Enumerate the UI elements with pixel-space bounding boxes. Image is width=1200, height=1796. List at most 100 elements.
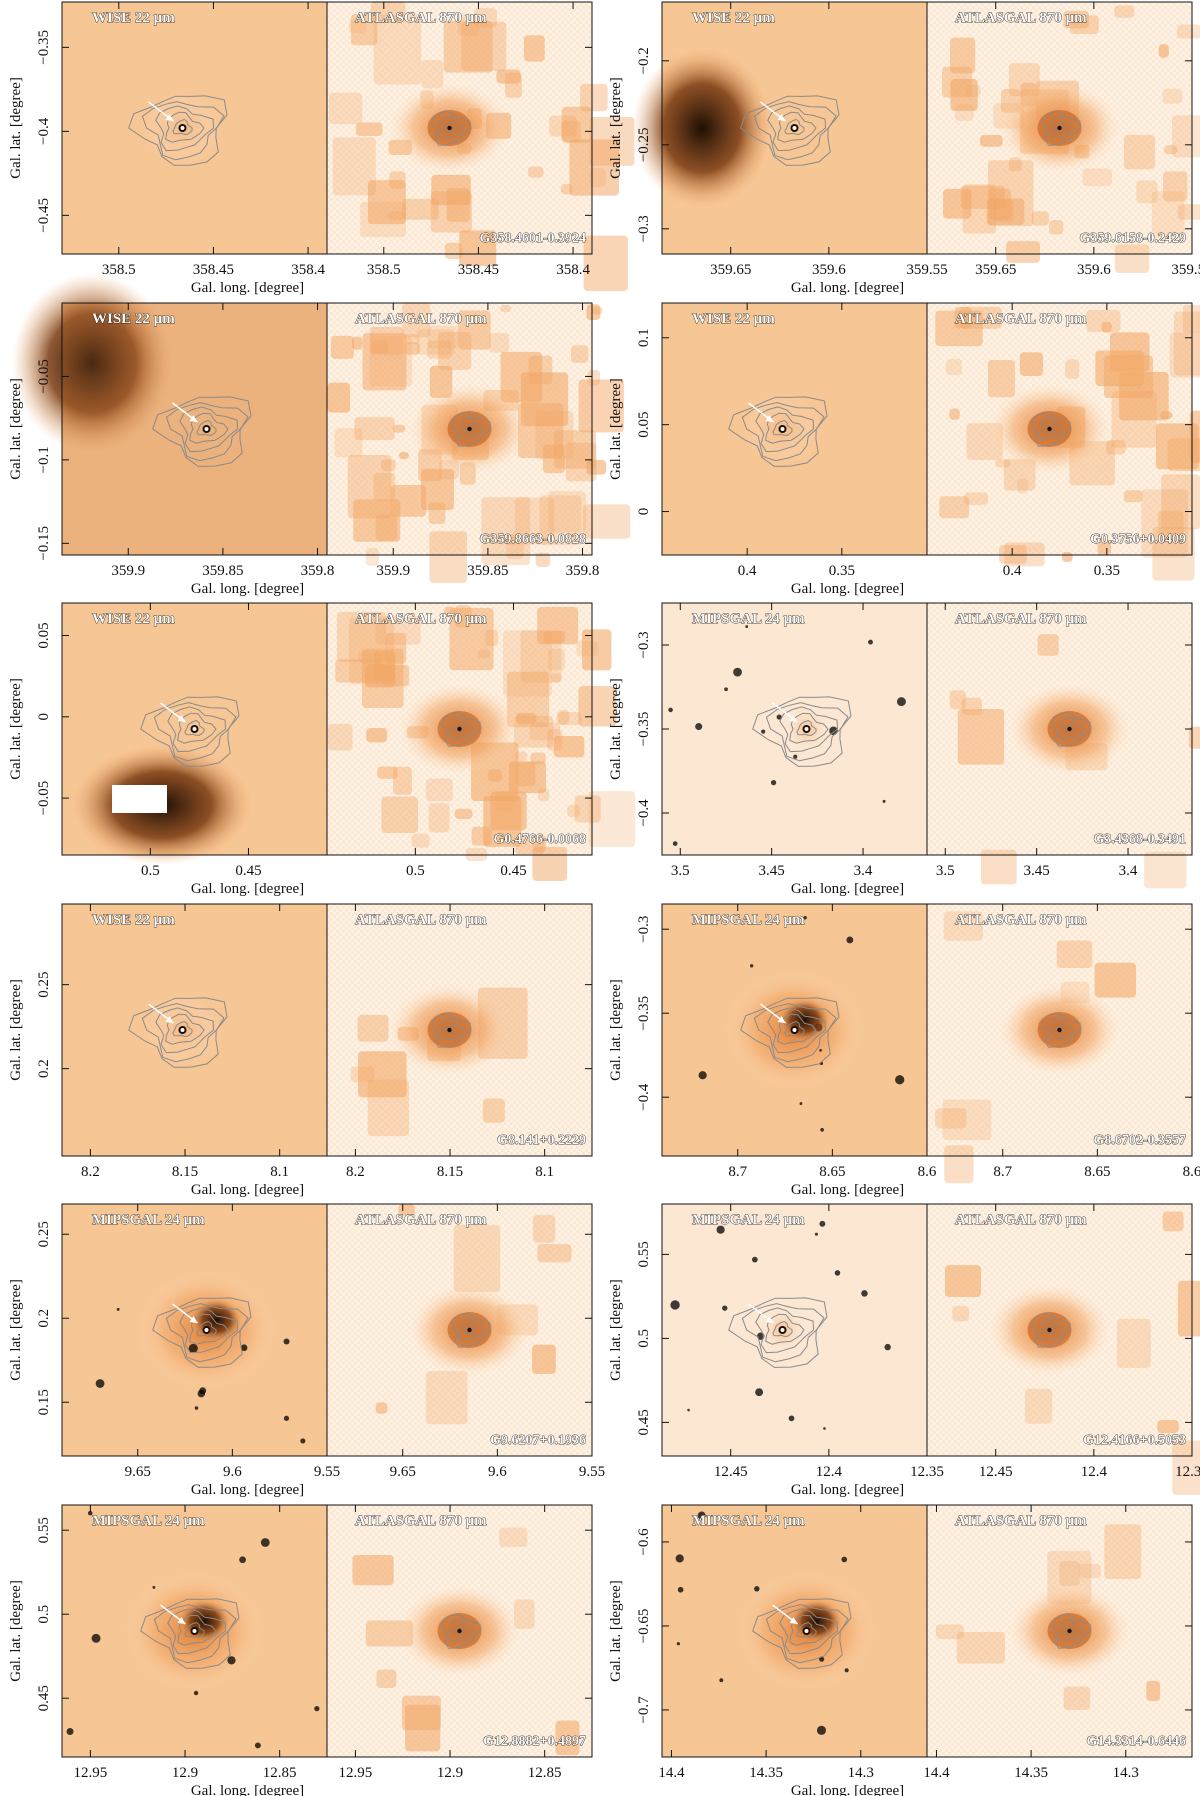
central-source-core — [792, 126, 797, 130]
emission-patch — [528, 166, 544, 178]
y-tick-label: −0.65 — [636, 1609, 652, 1644]
contour-line — [755, 1307, 815, 1354]
contour-line — [741, 402, 825, 462]
panel-pair-10: MIPSGAL 24 μm ATLASGAL 870 μm G12.4166+0.5… — [608, 1203, 1200, 1498]
x-tick-label: 358.5 — [367, 262, 401, 278]
x-tick-label: 3.5 — [671, 863, 690, 879]
submm-image: ATLASGAL 870 μm G0.4766-0.0068 — [327, 603, 636, 881]
emission-patch — [402, 303, 431, 338]
ir-band-label: WISE 22 μm — [92, 10, 175, 26]
contour-line — [141, 1003, 225, 1063]
y-tick-label: 0.15 — [36, 1389, 52, 1415]
contour-line — [177, 1614, 217, 1646]
point-source — [799, 1102, 803, 1105]
arrow-head — [177, 715, 186, 722]
point-source — [846, 936, 854, 944]
emission-patch — [558, 710, 570, 725]
emission-patch — [1158, 510, 1184, 544]
emission-patch — [542, 444, 565, 474]
contour-line — [458, 417, 484, 440]
emission-patch — [514, 1599, 535, 1629]
emission-patch — [945, 358, 962, 376]
submm-band-label: ATLASGAL 870 μm — [955, 1513, 1087, 1529]
y-tick-label: −0.25 — [636, 127, 652, 162]
point-source — [896, 697, 906, 707]
y-tick-label: −0.4 — [636, 799, 652, 827]
contour-line — [1041, 1012, 1081, 1048]
ir-image: MIPSGAL 24 μm — [62, 1204, 327, 1456]
point-source — [300, 1438, 306, 1444]
emission-patch — [1176, 24, 1200, 39]
emission-patch — [952, 1305, 969, 1322]
submm-image: ATLASGAL 870 μm G12.8882+0.4897 — [327, 1505, 592, 1757]
source-name: G12.4166+0.5053 — [1083, 1433, 1186, 1448]
emission-patch — [1004, 542, 1045, 567]
emission-patch — [457, 15, 480, 37]
emission-patch — [935, 1624, 964, 1640]
emission-patch — [1136, 180, 1158, 204]
panel-pair-7: WISE 22 μm ATLASGAL 870 μm G8.141+0.2229 8.… — [8, 903, 593, 1198]
ir-band-label: MIPSGAL 24 μm — [692, 1513, 805, 1529]
emission-patch — [944, 1145, 974, 1184]
x-tick-label: 0.4 — [1003, 563, 1022, 579]
y-tick-label: −0.7 — [636, 1696, 652, 1724]
peak-marker — [1067, 726, 1072, 732]
contour-line — [431, 110, 471, 146]
emission-patch — [404, 334, 420, 345]
emission-patch — [373, 14, 422, 85]
emission-patch — [520, 372, 569, 427]
contour-line — [438, 116, 464, 139]
emission-patch — [1162, 1211, 1184, 1232]
x-tick-label: 12.9 — [437, 1765, 463, 1781]
ir-image: WISE 22 μm — [62, 603, 327, 865]
emission-patch — [417, 329, 455, 355]
x-tick-label: 8.15 — [437, 1164, 463, 1180]
panel-pair-5: WISE 22 μm ATLASGAL 870 μm G0.4766-0.0068 0… — [8, 602, 636, 897]
contour-line — [165, 1013, 205, 1045]
submm-frame — [926, 1504, 1193, 1758]
point-source — [776, 714, 782, 720]
contour-line — [128, 997, 228, 1068]
emission-patch — [548, 648, 565, 671]
contour-line — [767, 1007, 827, 1054]
central-source-core — [792, 1028, 797, 1032]
panel-pair-4: WISE 22 μm ATLASGAL 870 μm G0.3756+0.0409 0… — [608, 302, 1200, 597]
emission-patch — [454, 605, 472, 628]
y-tick-label: −0.3 — [636, 215, 652, 242]
emission-patch — [569, 139, 620, 196]
y-axis-title: Gal. lat. [degree] — [8, 1279, 24, 1381]
submm-frame — [326, 1, 593, 255]
emission-patch — [496, 69, 521, 84]
arrow-head — [189, 1316, 198, 1323]
emission-patch — [503, 630, 552, 697]
arrow-head — [789, 715, 798, 722]
emission-patch — [961, 697, 982, 715]
x-tick-label: 359.6 — [1077, 262, 1111, 278]
central-source-core — [192, 1629, 197, 1633]
emission-patch — [957, 709, 1005, 765]
contour-line — [431, 1012, 471, 1048]
emission-patch — [1169, 332, 1200, 378]
point-source — [687, 1408, 690, 1412]
point-source — [733, 667, 742, 677]
emission-patch — [446, 188, 471, 222]
x-tick-label: 358.4 — [291, 262, 325, 278]
point-source — [819, 1220, 826, 1227]
contour-line — [165, 111, 205, 143]
contour-line — [165, 1303, 249, 1363]
emission-patch — [965, 84, 981, 97]
emission-patch — [1086, 310, 1121, 332]
submm-frame — [926, 302, 1193, 556]
emission-patch — [1151, 191, 1185, 238]
source-name: G358.4601-0.3924 — [479, 231, 586, 246]
contour-line — [128, 95, 228, 166]
x-tick-label: 12.4 — [1081, 1464, 1108, 1480]
y-tick-label: −0.1 — [36, 446, 52, 473]
contour-line — [1054, 1024, 1065, 1035]
emission-patch — [1094, 962, 1137, 998]
source-name: G14.3314-0.6446 — [1086, 1734, 1186, 1749]
emission-patch — [425, 1371, 468, 1425]
y-tick-label: −0.15 — [36, 526, 52, 561]
central-source-core — [780, 427, 785, 431]
point-source — [819, 1048, 822, 1052]
